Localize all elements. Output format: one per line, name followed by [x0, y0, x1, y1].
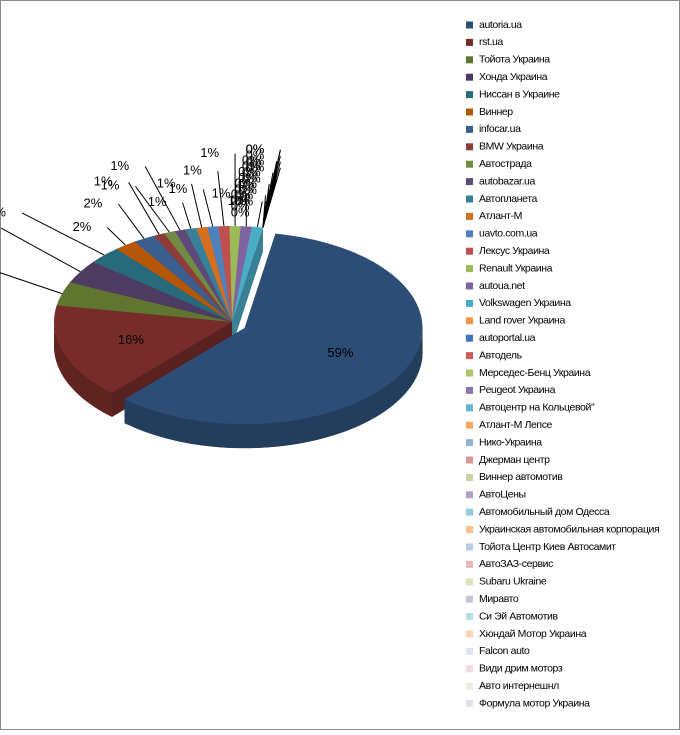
legend-label: Автоцентр на Кольцевой" [479, 402, 595, 414]
legend-swatch [466, 613, 473, 620]
legend-label: BMW Украина [479, 141, 544, 153]
legend-label: Renault Украина [479, 262, 553, 274]
legend-label: Peugeot Украина [479, 384, 556, 396]
legend-swatch [466, 526, 473, 533]
legend-label: Автомобильный дом Одесса [479, 506, 610, 518]
data-label: 16% [118, 332, 144, 347]
legend-label: Атлант-М [479, 210, 522, 222]
legend-swatch [466, 648, 473, 655]
data-label: 0% [242, 159, 261, 174]
legend-label: Тойота Украина [479, 54, 550, 66]
legend-swatch [466, 109, 473, 116]
legend-label: Ниссан в Украине [479, 88, 560, 100]
legend-swatch [466, 265, 473, 272]
legend-swatch [466, 370, 473, 377]
legend-swatch [466, 700, 473, 707]
legend-swatch [466, 544, 473, 551]
legend-swatch [466, 126, 473, 133]
legend-swatch [466, 509, 473, 516]
legend-label: АвтоЦены [479, 489, 526, 501]
legend-swatch [466, 474, 473, 481]
legend-label: Нико-Украина [479, 436, 542, 448]
legend-swatch [466, 74, 473, 81]
legend-swatch [466, 143, 473, 150]
legend-swatch [466, 578, 473, 585]
legend-swatch [466, 56, 473, 63]
legend-label: Хонда Украина [479, 71, 548, 83]
legend-swatch [466, 439, 473, 446]
legend-swatch [466, 178, 473, 185]
legend-swatch [466, 404, 473, 411]
legend-label: Тойота Центр Киев Автосамит [479, 541, 616, 553]
legend-label: Виннер автомотив [479, 471, 563, 483]
legend-label: Джерман центр [479, 454, 550, 466]
legend-swatch [466, 335, 473, 342]
legend-label: Формула мотор Украина [479, 697, 590, 709]
legend-label: Види дрим моторз [479, 663, 563, 675]
legend-swatch [466, 596, 473, 603]
data-label: 1% [110, 158, 129, 173]
legend-swatch [466, 22, 473, 29]
legend-label: Автодель [479, 349, 523, 361]
data-label: 1% [200, 145, 219, 160]
legend-label: Subaru Ukraine [479, 576, 547, 588]
pie [54, 226, 423, 448]
legend-label: Авто интернешнл [479, 680, 559, 692]
legend-label: autoria.ua [479, 19, 522, 31]
legend-swatch [466, 248, 473, 255]
legend-swatch [466, 631, 473, 638]
legend-label: Автострада [479, 158, 532, 170]
legend-label: rst.ua [479, 36, 503, 48]
data-label: 1% [168, 181, 187, 196]
legend-label: Мерседес-Бенц Украина [479, 367, 591, 379]
data-label: 0% [246, 141, 265, 156]
legend-swatch [466, 91, 473, 98]
legend-swatch [466, 317, 473, 324]
legend-swatch [466, 665, 473, 672]
legend-label: Land rover Украина [479, 315, 565, 327]
legend-swatch [466, 683, 473, 690]
data-label: 0% [234, 193, 253, 208]
legend-swatch [466, 422, 473, 429]
legend-label: Украинская автомобильная корпорация [479, 523, 659, 535]
legend-swatch [466, 213, 473, 220]
legend-label: Автопланета [479, 193, 538, 205]
legend-label: Falcon auto [479, 645, 530, 657]
legend-label: Си Эй Автомотив [479, 610, 558, 622]
legend-label: Лексус Украина [479, 245, 550, 257]
data-label: 2% [84, 195, 103, 210]
legend-label: uavto.com.ua [479, 228, 538, 240]
legend-label: autobazar.ua [479, 175, 535, 187]
legend-label: АвтоЗАЗ-сервис [479, 558, 553, 570]
legend-swatch [466, 561, 473, 568]
legend-swatch [466, 491, 473, 498]
data-label: 1% [183, 163, 202, 178]
data-label: 2% [73, 219, 92, 234]
legend-label: Volkswagen Украина [479, 297, 571, 309]
legend-label: autoua.net [479, 280, 525, 292]
legend-label: Миравто [479, 593, 519, 605]
legend-swatch [466, 387, 473, 394]
legend-swatch [466, 196, 473, 203]
data-label: 0% [238, 176, 257, 191]
data-label: 1% [148, 194, 167, 209]
legend-swatch [466, 283, 473, 290]
legend-label: Виннер [479, 106, 513, 118]
legend-swatch [466, 161, 473, 168]
legend-swatch [466, 300, 473, 307]
data-label: 3% [0, 204, 6, 219]
legend-label: Атлант-М Лепсе [479, 419, 553, 431]
legend-label: Хюндай Мотор Украина [479, 628, 587, 640]
legend-swatch [466, 457, 473, 464]
legend-label: infocar.ua [479, 123, 521, 135]
legend-swatch [466, 230, 473, 237]
legend-swatch [466, 39, 473, 46]
legend-label: autoportal.ua [479, 332, 536, 344]
legend-swatch [466, 352, 473, 359]
data-label: 59% [327, 345, 353, 360]
data-label: 1% [101, 178, 120, 193]
